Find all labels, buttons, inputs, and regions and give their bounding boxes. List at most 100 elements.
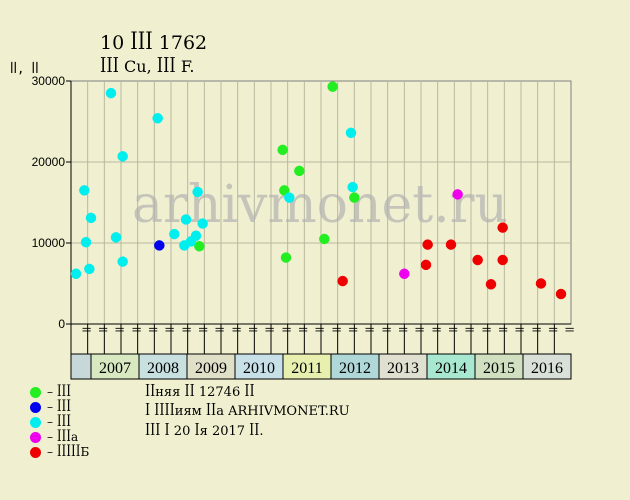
- year-band: [522, 353, 572, 380]
- data-point: [452, 189, 463, 200]
- data-points: [70, 81, 567, 300]
- note-line: ꟾꟾняя ꟾꟾ 12746 ꟾꟾ: [145, 385, 255, 400]
- x-year-label: 2011: [291, 360, 322, 377]
- x-axis-months: ꟾꟾ ꟾꟾ ꟾꟾ ꟾꟾ ꟾꟾ ꟾꟾ ꟾꟾ ꟾꟾ ꟾꟾ ꟾꟾ ꟾꟾ ꟾꟾ ꟾꟾ ꟾꟾ ꟾꟾ ꟾꟾ ꟾꟾ ꟾꟾ ꟾꟾ ꟾꟾ…: [70, 323, 575, 354]
- data-point: [472, 254, 483, 266]
- data-point: [117, 256, 128, 267]
- data-point: [180, 214, 192, 225]
- x-month-label: ꟾꟾ: [146, 327, 158, 332]
- chart-title: 10 ꟾꟾꟾ 1762: [100, 32, 208, 54]
- legend-item: – ꟾꟾꟾ: [30, 400, 71, 414]
- legend-label: – ꟾꟾꟾ: [47, 415, 72, 429]
- data-point: [284, 192, 295, 203]
- x-month-label: ꟾꟾ: [329, 327, 341, 332]
- year-band: [90, 353, 140, 380]
- legend-label: – ꟾꟾꟾ: [47, 400, 72, 414]
- y-tick-label: 10000: [32, 236, 66, 250]
- gridlines: [71, 81, 571, 324]
- x-month-label: ꟾꟾ: [563, 327, 575, 332]
- x-year-label: 2014: [435, 360, 467, 377]
- year-band: [138, 353, 188, 380]
- y-axis: 0 10000 20000 30000: [32, 74, 72, 331]
- data-point: [85, 212, 97, 224]
- x-month-label: ꟾꟾ: [446, 327, 458, 332]
- x-month-label: ꟾꟾ: [229, 327, 241, 332]
- data-point: [197, 218, 208, 229]
- data-point: [345, 127, 357, 139]
- x-month-label: ꟾꟾ: [196, 327, 208, 332]
- y-tick-label: 30000: [32, 74, 66, 88]
- data-point: [194, 240, 205, 252]
- y-axis-unit: ꟾꟾ, ꟾꟾ: [10, 62, 39, 76]
- data-point: [190, 230, 202, 241]
- data-point: [154, 240, 165, 251]
- y-tick-label: 20000: [32, 155, 66, 169]
- chart-subtitle: ꟾꟾꟾ Cu, ꟾꟾꟾ F.: [100, 57, 195, 76]
- data-point: [70, 268, 82, 280]
- legend-item: – ꟾꟾꟾ: [30, 385, 71, 399]
- data-point: [105, 87, 117, 99]
- x-month-label: ꟾꟾ: [513, 327, 525, 332]
- year-band: [282, 353, 332, 380]
- x-year-label: 2008: [147, 360, 179, 377]
- data-point: [555, 288, 567, 300]
- data-point: [535, 278, 547, 289]
- x-month-label: ꟾꟾ: [546, 327, 558, 332]
- year-band-lead: [70, 353, 92, 380]
- x-month-label: ꟾꟾ: [79, 327, 91, 332]
- x-month-label: ꟾꟾ: [396, 327, 408, 332]
- data-point: [337, 275, 348, 287]
- year-band: [330, 353, 380, 380]
- x-month-label: ꟾꟾ: [429, 327, 441, 332]
- x-month-label: ꟾꟾ: [463, 327, 475, 332]
- x-year-label: 2009: [195, 360, 227, 377]
- legend-marker: [30, 401, 41, 413]
- data-point: [279, 185, 290, 196]
- x-month-label: ꟾꟾ: [279, 327, 291, 332]
- x-month-label: ꟾꟾ: [179, 327, 191, 332]
- legend-marker: [30, 386, 41, 398]
- year-band: [426, 353, 476, 380]
- legend-item: – ꟾꟾꟾꟾꟾБ: [30, 445, 89, 459]
- legend-label: – ꟾꟾꟾa: [47, 430, 79, 444]
- x-month-label: ꟾꟾ: [529, 327, 541, 332]
- data-point: [110, 232, 122, 243]
- x-year-label: 2013: [387, 360, 419, 377]
- x-month-label: ꟾꟾ: [96, 327, 108, 332]
- year-band: [234, 353, 284, 380]
- data-point: [349, 192, 360, 203]
- legend-marker: [30, 446, 41, 458]
- x-month-label: ꟾꟾ: [296, 327, 308, 332]
- x-year-label: 2010: [243, 360, 275, 377]
- data-point: [294, 165, 305, 177]
- x-month-label: ꟾꟾ: [113, 327, 125, 332]
- x-month-label: ꟾꟾ: [163, 327, 175, 332]
- legend-label: – ꟾꟾꟾꟾꟾБ: [47, 445, 90, 459]
- x-year-label: 2015: [483, 360, 515, 377]
- x-month-label: ꟾꟾ: [496, 327, 508, 332]
- x-month-label: ꟾꟾ: [263, 327, 275, 332]
- x-month-label: ꟾꟾ: [213, 327, 225, 332]
- data-point: [485, 279, 497, 290]
- x-month-label: ꟾꟾ: [379, 327, 391, 332]
- x-month-label: ꟾꟾ: [246, 327, 258, 332]
- data-point: [319, 233, 330, 245]
- data-point: [280, 252, 292, 263]
- data-point: [327, 81, 338, 92]
- y-tick-label: 0: [58, 317, 65, 331]
- data-point: [347, 181, 358, 193]
- year-band: [378, 353, 428, 380]
- x-year-label: 2007: [99, 360, 131, 377]
- data-point: [399, 268, 410, 280]
- x-month-label: ꟾꟾ: [346, 327, 358, 332]
- legend-marker: [30, 431, 41, 443]
- x-month-label: ꟾꟾ: [413, 327, 425, 332]
- data-point: [445, 239, 457, 250]
- data-point: [79, 185, 90, 196]
- year-band: [186, 353, 236, 380]
- x-month-label: ꟾꟾ: [313, 327, 325, 332]
- x-year-label: 2016: [531, 360, 563, 377]
- data-point: [420, 259, 432, 271]
